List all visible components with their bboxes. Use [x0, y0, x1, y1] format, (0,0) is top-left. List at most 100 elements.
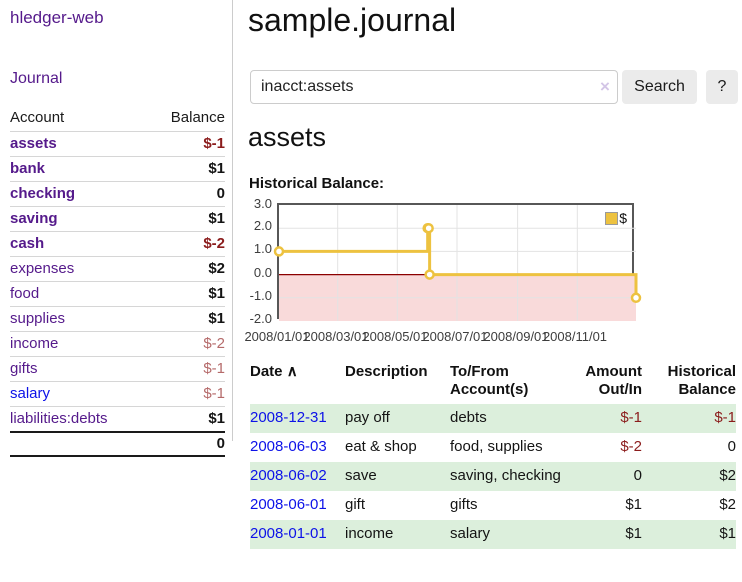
- account-link[interactable]: liabilities:debts: [10, 410, 108, 427]
- account-heading: assets: [248, 122, 327, 152]
- clear-search-icon[interactable]: ×: [600, 77, 610, 96]
- account-balance: $-2: [203, 235, 225, 252]
- chart-plot-area: $: [273, 203, 642, 321]
- transaction-amount: 0: [633, 467, 642, 484]
- y-axis-tick: 2.0: [253, 218, 272, 233]
- help-button[interactable]: ?: [706, 70, 738, 104]
- transaction-accounts: food, supplies: [450, 438, 543, 455]
- x-axis-tick: 2008/07/01: [422, 329, 488, 344]
- legend-label: $: [619, 210, 627, 226]
- data-point-markers: [273, 222, 642, 304]
- register-header-accounts: To/From Account(s): [450, 363, 529, 398]
- app-brand-link[interactable]: hledger-web: [10, 8, 104, 27]
- accounts-header-balance: Balance: [170, 109, 225, 126]
- transaction-date-link[interactable]: 2008-06-02: [250, 467, 327, 484]
- transaction-date-link[interactable]: 2008-12-31: [250, 409, 327, 426]
- account-row-bank: bank $1: [10, 156, 225, 182]
- account-link[interactable]: saving: [10, 210, 58, 227]
- account-row-food: food $1: [10, 281, 225, 307]
- account-link[interactable]: cash: [10, 235, 45, 252]
- account-row-saving: saving $1: [10, 206, 225, 232]
- transaction-amount: $-2: [620, 438, 642, 455]
- y-axis-tick: 3.0: [253, 196, 272, 211]
- account-link[interactable]: income: [10, 335, 59, 352]
- account-row-supplies: supplies $1: [10, 306, 225, 332]
- account-balance: $-1: [203, 360, 225, 377]
- chart-canvas: [273, 205, 642, 321]
- register-row: 2008-06-02 save saving, checking 0 $2: [250, 462, 736, 491]
- transaction-date-link[interactable]: 2008-06-03: [250, 438, 327, 455]
- account-balance: $-2: [203, 335, 225, 352]
- transaction-date-link[interactable]: 2008-01-01: [250, 525, 327, 542]
- x-axis-tick: 2008/05/01: [362, 329, 428, 344]
- account-row-salary: salary $-1: [10, 381, 225, 407]
- account-balance: $1: [208, 160, 225, 177]
- register-row: 2008-06-01 gift gifts $1 $2: [250, 491, 736, 520]
- register-row: 2008-01-01 income salary $1 $1: [250, 520, 736, 549]
- account-balance: $1: [208, 285, 225, 302]
- accounts-header-account: Account: [10, 109, 65, 126]
- transaction-date-link[interactable]: 2008-06-01: [250, 496, 327, 513]
- account-row-expenses: expenses $2: [10, 256, 225, 282]
- register-row: 2008-12-31 pay off debts $-1 $-1: [250, 404, 736, 433]
- search-input[interactable]: [250, 70, 618, 104]
- transaction-balance: 0: [727, 438, 736, 455]
- register-row: 2008-06-03 eat & shop food, supplies $-2…: [250, 433, 736, 462]
- account-row-liabilities-debts: liabilities:debts $1: [10, 406, 225, 433]
- transaction-accounts: saving, checking: [450, 467, 561, 484]
- sort-date-link[interactable]: Date ∧: [250, 363, 298, 380]
- sidebar-item-journal[interactable]: Journal: [10, 70, 63, 87]
- account-link[interactable]: expenses: [10, 260, 75, 277]
- accounts-header-row: Account Balance: [10, 106, 225, 132]
- account-link[interactable]: checking: [10, 185, 76, 202]
- account-link[interactable]: assets: [10, 135, 57, 152]
- account-balance: $1: [208, 310, 225, 327]
- register-header-amount: Amount Out/In: [585, 363, 642, 398]
- transaction-balance: $1: [719, 525, 736, 542]
- account-balance: $1: [208, 410, 225, 427]
- x-axis-tick: 2008/09/01: [483, 329, 549, 344]
- account-link[interactable]: salary: [10, 385, 51, 402]
- transaction-accounts: salary: [450, 525, 491, 542]
- y-axis-tick: -1.0: [249, 288, 272, 303]
- transaction-balance: $2: [719, 467, 736, 484]
- series-swatch-icon: [605, 211, 619, 225]
- transaction-balance: $-1: [714, 409, 736, 426]
- accounts-table: Account Balance assets $-1 bank $1 check…: [10, 106, 225, 457]
- transaction-accounts: gifts: [450, 496, 478, 513]
- account-row-income: income $-2: [10, 331, 225, 357]
- register-header-row: Date ∧ Description To/From Account(s) Am…: [250, 361, 736, 404]
- transaction-amount: $-1: [620, 409, 642, 426]
- account-balance: $1: [208, 210, 225, 227]
- account-link[interactable]: bank: [10, 160, 46, 177]
- account-balance: $2: [208, 260, 225, 277]
- date-header-label: Date: [250, 363, 283, 380]
- x-axis-tick: 2008/11/01: [542, 329, 608, 344]
- register-header-balance: Historical Balance: [667, 363, 736, 398]
- account-row-gifts: gifts $-1: [10, 356, 225, 382]
- register-table: Date ∧ Description To/From Account(s) Am…: [250, 361, 736, 549]
- chart-legend: $: [605, 210, 627, 226]
- account-row-assets: assets $-1: [10, 131, 225, 157]
- y-axis-tick: 1.0: [253, 241, 272, 256]
- transaction-amount: $1: [625, 496, 642, 513]
- sort-ascending-icon: ∧: [286, 363, 298, 380]
- historical-balance-chart: 3.0 2.0 1.0 0.0 -1.0 -2.0 $ 2008/: [244, 196, 642, 344]
- account-link[interactable]: supplies: [10, 310, 66, 327]
- sidebar: hledger-web Journal Account Balance asse…: [0, 0, 233, 457]
- transaction-description: eat & shop: [345, 438, 417, 455]
- transaction-balance: $2: [719, 496, 736, 513]
- accounts-total-row: 0: [10, 431, 225, 457]
- account-balance: 0: [216, 185, 225, 202]
- register-header-date: Date ∧: [250, 361, 345, 404]
- transaction-description: income: [345, 525, 394, 542]
- account-link[interactable]: gifts: [10, 360, 38, 377]
- chart-title: Historical Balance:: [249, 175, 385, 192]
- account-link[interactable]: food: [10, 285, 40, 302]
- account-balance: $-1: [203, 135, 225, 152]
- account-balance: $-1: [203, 385, 225, 402]
- y-axis-tick: -2.0: [249, 311, 272, 326]
- register-header-description: Description: [345, 363, 428, 380]
- x-axis-tick: 2008/03/01: [303, 329, 369, 344]
- search-button[interactable]: Search: [622, 70, 697, 104]
